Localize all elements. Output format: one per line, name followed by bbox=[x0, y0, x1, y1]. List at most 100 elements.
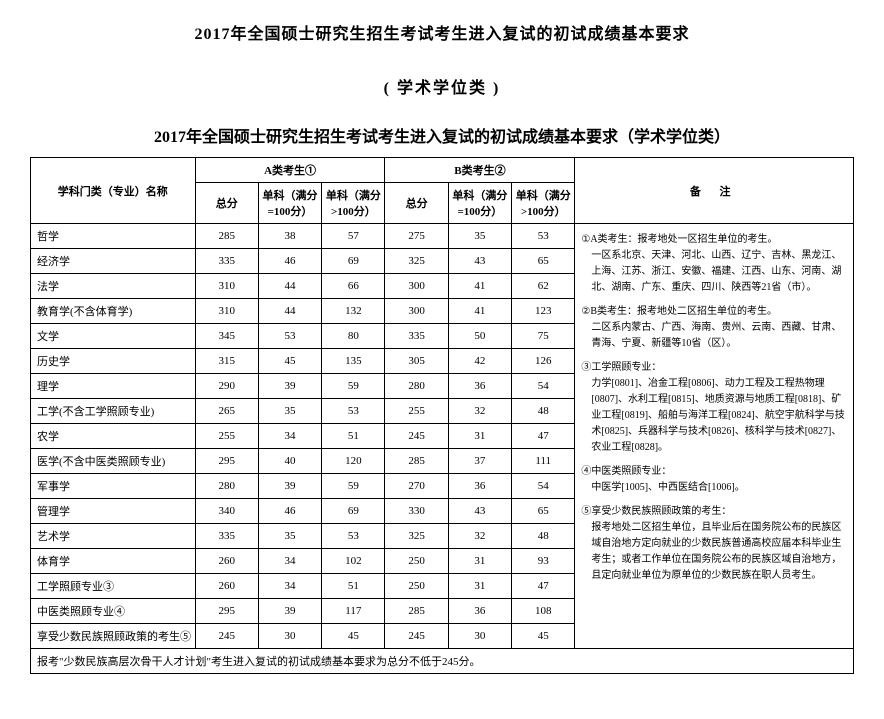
cell-a-s2: 80 bbox=[322, 324, 385, 349]
header-b-s2: 单科（满分>100分） bbox=[512, 183, 575, 224]
cell-b-s2: 75 bbox=[512, 324, 575, 349]
cell-b-total: 245 bbox=[385, 624, 448, 649]
cell-a-s2: 51 bbox=[322, 574, 385, 599]
cell-a-s2: 102 bbox=[322, 549, 385, 574]
cell-b-s2: 93 bbox=[512, 549, 575, 574]
cell-a-total: 290 bbox=[195, 374, 258, 399]
cell-b-s1: 30 bbox=[448, 624, 511, 649]
cell-b-s2: 65 bbox=[512, 249, 575, 274]
cell-b-s1: 41 bbox=[448, 274, 511, 299]
cell-b-s1: 31 bbox=[448, 549, 511, 574]
cell-a-s1: 45 bbox=[258, 349, 321, 374]
cell-a-s1: 34 bbox=[258, 549, 321, 574]
table-body: 哲学28538572753553①A类考生：报考地处一区招生单位的考生。一区系北… bbox=[31, 224, 854, 674]
cell-a-total: 280 bbox=[195, 474, 258, 499]
header-notes: 备 注 bbox=[575, 158, 854, 224]
cell-b-s2: 48 bbox=[512, 399, 575, 424]
cell-a-s1: 44 bbox=[258, 274, 321, 299]
cell-b-s1: 31 bbox=[448, 574, 511, 599]
cell-a-s1: 34 bbox=[258, 574, 321, 599]
cell-b-s2: 45 bbox=[512, 624, 575, 649]
header-a-total: 总分 bbox=[195, 183, 258, 224]
cell-b-s2: 126 bbox=[512, 349, 575, 374]
header-b-s1: 单科（满分=100分） bbox=[448, 183, 511, 224]
cell-a-s2: 135 bbox=[322, 349, 385, 374]
cell-a-total: 260 bbox=[195, 549, 258, 574]
cell-b-total: 335 bbox=[385, 324, 448, 349]
cell-b-s1: 35 bbox=[448, 224, 511, 249]
cell-a-s1: 30 bbox=[258, 624, 321, 649]
cell-subject: 法学 bbox=[31, 274, 196, 299]
cell-subject: 中医类照顾专业④ bbox=[31, 599, 196, 624]
cell-a-s2: 53 bbox=[322, 524, 385, 549]
cell-b-s2: 54 bbox=[512, 474, 575, 499]
cell-a-s1: 46 bbox=[258, 249, 321, 274]
cell-b-s1: 32 bbox=[448, 399, 511, 424]
cell-subject: 享受少数民族照顾政策的考生⑤ bbox=[31, 624, 196, 649]
cell-a-s1: 38 bbox=[258, 224, 321, 249]
cell-b-s1: 43 bbox=[448, 249, 511, 274]
table-row: 哲学28538572753553①A类考生：报考地处一区招生单位的考生。一区系北… bbox=[31, 224, 854, 249]
main-title: 2017年全国硕士研究生招生考试考生进入复试的初试成绩基本要求 bbox=[30, 20, 854, 44]
cell-b-s1: 43 bbox=[448, 499, 511, 524]
cell-a-total: 315 bbox=[195, 349, 258, 374]
cell-b-s1: 37 bbox=[448, 449, 511, 474]
notes-cell: ①A类考生：报考地处一区招生单位的考生。一区系北京、天津、河北、山西、辽宁、吉林… bbox=[575, 224, 854, 649]
cell-a-total: 295 bbox=[195, 449, 258, 474]
cell-b-total: 285 bbox=[385, 449, 448, 474]
note-2: ②B类考生：报考地处二区招生单位的考生。二区系内蒙古、广西、海南、贵州、云南、西… bbox=[581, 304, 847, 352]
cell-b-total: 300 bbox=[385, 274, 448, 299]
cell-a-total: 345 bbox=[195, 324, 258, 349]
cell-a-s2: 53 bbox=[322, 399, 385, 424]
cell-subject: 工学(不含工学照顾专业) bbox=[31, 399, 196, 424]
cell-b-total: 255 bbox=[385, 399, 448, 424]
cell-a-s1: 40 bbox=[258, 449, 321, 474]
cell-a-total: 310 bbox=[195, 274, 258, 299]
header-group-b: B类考生② bbox=[385, 158, 575, 183]
cell-subject: 教育学(不含体育学) bbox=[31, 299, 196, 324]
cell-b-total: 300 bbox=[385, 299, 448, 324]
cell-subject: 哲学 bbox=[31, 224, 196, 249]
note-4: ④中医类照顾专业：中医学[1005]、中西医结合[1006]。 bbox=[581, 464, 847, 496]
cell-b-total: 285 bbox=[385, 599, 448, 624]
cell-subject: 艺术学 bbox=[31, 524, 196, 549]
note-3: ③工学照顾专业：力学[0801]、冶金工程[0806]、动力工程及工程热物理[0… bbox=[581, 360, 847, 456]
cell-b-s2: 65 bbox=[512, 499, 575, 524]
cell-a-s1: 34 bbox=[258, 424, 321, 449]
cell-a-s2: 45 bbox=[322, 624, 385, 649]
cell-a-s1: 46 bbox=[258, 499, 321, 524]
cell-b-s2: 108 bbox=[512, 599, 575, 624]
cell-a-s2: 57 bbox=[322, 224, 385, 249]
cell-subject: 医学(不含中医类照顾专业) bbox=[31, 449, 196, 474]
cell-a-total: 295 bbox=[195, 599, 258, 624]
cell-b-s2: 47 bbox=[512, 574, 575, 599]
cell-b-total: 325 bbox=[385, 524, 448, 549]
cell-a-s1: 44 bbox=[258, 299, 321, 324]
score-table-wrap: 学科门类（专业）名称 A类考生① B类考生② 备 注 总分 单科（满分=100分… bbox=[30, 157, 854, 674]
cell-b-total: 250 bbox=[385, 574, 448, 599]
cell-b-s1: 36 bbox=[448, 374, 511, 399]
cell-a-total: 335 bbox=[195, 524, 258, 549]
cell-b-s2: 47 bbox=[512, 424, 575, 449]
cell-b-total: 245 bbox=[385, 424, 448, 449]
cell-a-s2: 117 bbox=[322, 599, 385, 624]
cell-subject: 军事学 bbox=[31, 474, 196, 499]
cell-b-s2: 111 bbox=[512, 449, 575, 474]
cell-subject: 经济学 bbox=[31, 249, 196, 274]
cell-a-s1: 53 bbox=[258, 324, 321, 349]
cell-subject: 农学 bbox=[31, 424, 196, 449]
cell-b-s1: 36 bbox=[448, 599, 511, 624]
cell-b-total: 250 bbox=[385, 549, 448, 574]
cell-a-s2: 69 bbox=[322, 499, 385, 524]
cell-a-total: 245 bbox=[195, 624, 258, 649]
cell-subject: 历史学 bbox=[31, 349, 196, 374]
cell-subject: 管理学 bbox=[31, 499, 196, 524]
header-subject: 学科门类（专业）名称 bbox=[31, 158, 196, 224]
note-5: ⑤享受少数民族照顾政策的考生：报考地处二区招生单位，且毕业后在国务院公布的民族区… bbox=[581, 504, 847, 584]
cell-b-total: 305 bbox=[385, 349, 448, 374]
cell-a-total: 265 bbox=[195, 399, 258, 424]
cell-a-s1: 39 bbox=[258, 599, 321, 624]
cell-b-s1: 36 bbox=[448, 474, 511, 499]
cell-b-total: 280 bbox=[385, 374, 448, 399]
header-b-total: 总分 bbox=[385, 183, 448, 224]
